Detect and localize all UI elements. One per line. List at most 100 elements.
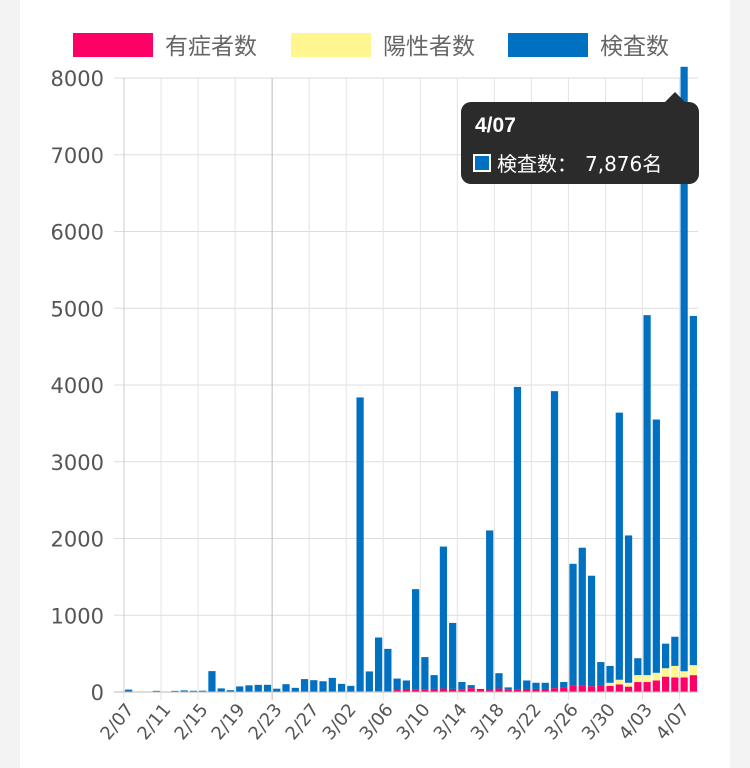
bar-segment (282, 684, 290, 692)
bar-segment (263, 684, 272, 692)
bar-segment (467, 688, 475, 692)
y-tick-label: 8000 (51, 67, 104, 91)
x-tick-label: 2/19 (207, 700, 249, 744)
legend-swatch (508, 33, 588, 57)
x-tick-label: 2/11 (133, 700, 175, 744)
bar-segment (578, 685, 586, 692)
bar-segment (587, 686, 596, 692)
bar-segment (643, 315, 651, 676)
bar-segment (550, 688, 559, 692)
bar-segment (569, 685, 577, 692)
x-tick-label: 3/30 (578, 700, 620, 744)
bar-segment (680, 671, 688, 678)
y-tick-label: 5000 (51, 297, 104, 321)
bar-segment (449, 688, 457, 692)
bar-segment (319, 681, 327, 692)
bar-segment (208, 671, 216, 692)
bar-segment (421, 657, 429, 690)
bar-segment (430, 675, 438, 689)
x-tick-label: 4/07 (652, 700, 694, 744)
bar-segment (180, 690, 188, 692)
bar-segment (254, 684, 262, 692)
bar-segment (624, 682, 633, 687)
bar-segment (273, 688, 281, 692)
bar-segment (171, 690, 179, 692)
bar-segment (550, 391, 559, 689)
y-tick-label: 2000 (51, 528, 104, 552)
bar-segment (300, 679, 309, 692)
left-gutter (0, 0, 20, 768)
legend-label: 検査数 (600, 34, 669, 60)
bar-segment (476, 688, 485, 692)
legend-label: 有症者数 (165, 34, 257, 60)
x-tick-label: 3/02 (319, 700, 361, 744)
bar-segment (560, 682, 568, 688)
y-tick-label: 1000 (51, 604, 104, 628)
bar-segment (189, 690, 198, 692)
y-tick-label: 6000 (51, 221, 104, 245)
bar-segment (652, 419, 660, 673)
bar-segment (597, 685, 605, 692)
x-tick-label: 3/14 (430, 700, 472, 744)
y-axis-ticks: 0 1000 2000 3000 4000 5000 6000 7000 8000 (51, 67, 104, 705)
bar-segment (615, 684, 623, 692)
bar-segment (374, 637, 383, 692)
bar-segment (587, 575, 596, 687)
bar-segment (310, 680, 318, 692)
bar-segment (412, 689, 420, 692)
bar-segment (439, 546, 448, 689)
bar-segment (337, 683, 346, 692)
x-tick-label: 4/03 (615, 700, 657, 744)
bar-segment (661, 668, 670, 677)
x-tick-label: 2/07 (96, 700, 138, 744)
bar-segment (504, 689, 512, 692)
bar-segment (689, 675, 697, 692)
bar-segment (523, 688, 531, 692)
bar-segment (606, 685, 614, 692)
bar-segment (634, 682, 642, 692)
bar-segment (152, 690, 161, 692)
y-tick-label: 7000 (51, 144, 104, 168)
bar-segment (578, 547, 586, 686)
tooltip-value: 7,876名 (585, 152, 663, 176)
bar-segment (125, 689, 133, 692)
y-tick-label: 0 (91, 681, 104, 705)
bar-segment (217, 688, 225, 692)
bar-segment (467, 685, 475, 689)
bar-segment (643, 675, 651, 683)
bar-segment (365, 671, 373, 692)
bar-segment (356, 397, 364, 692)
x-tick-label: 2/27 (282, 700, 324, 744)
x-tick-label: 2/15 (170, 700, 212, 744)
y-tick-label: 4000 (51, 374, 104, 398)
bar-segment (486, 690, 494, 692)
bar-segment (615, 679, 623, 685)
bar-segment (680, 677, 688, 692)
bar-segment (458, 689, 466, 692)
bar-segment (495, 673, 503, 689)
bar-segment (245, 685, 253, 692)
bar-segment (634, 658, 642, 676)
bar-segment (486, 530, 494, 691)
bar-segment (615, 412, 623, 680)
bar-segment (689, 315, 697, 666)
x-axis-ticks: 2/072/112/152/192/232/273/023/063/103/14… (96, 700, 694, 744)
bar-segment (680, 66, 688, 672)
tooltip-swatch (473, 153, 491, 172)
bar-segment (634, 675, 642, 683)
bar-segment (523, 680, 531, 689)
bar-segment (532, 682, 540, 689)
bar-segment (328, 677, 336, 692)
bar-segment (430, 688, 438, 692)
bar-segment (449, 622, 457, 689)
bar-segment (402, 680, 410, 689)
bar-segment (458, 682, 466, 690)
x-tick-label: 3/18 (467, 700, 509, 744)
bar-segment (291, 687, 299, 692)
chart-legend: 有症者数 陽性者数 検査数 (73, 33, 669, 60)
bar-segment (624, 686, 633, 692)
chart-tooltip: 4/07 検査数： 7,876名 (461, 92, 699, 184)
bar-segment (226, 690, 235, 692)
bar-segment (541, 682, 549, 689)
tooltip-row: 検査数： 7,876名 (473, 148, 662, 177)
